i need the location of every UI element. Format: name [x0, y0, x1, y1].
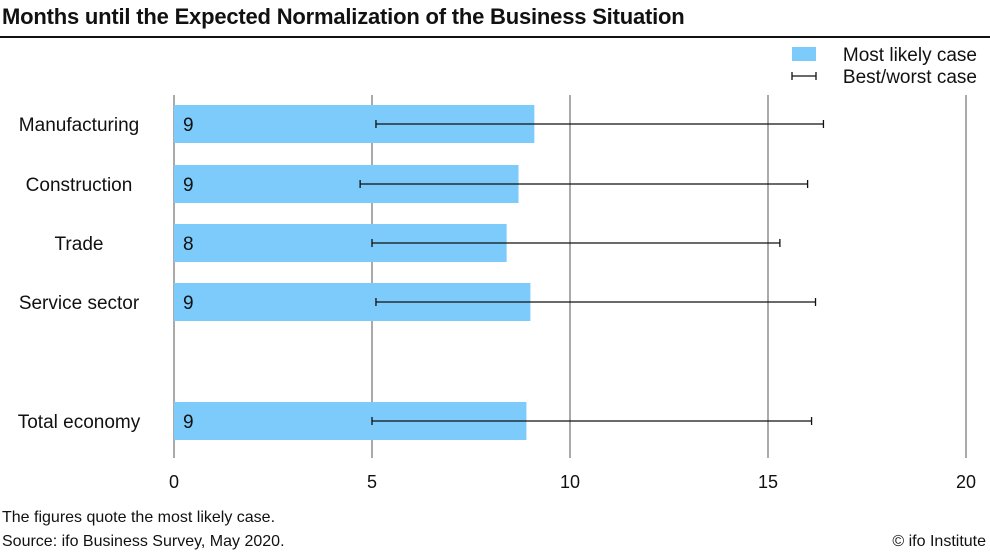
source-note: Source: ifo Business Survey, May 2020.	[2, 533, 285, 550]
copyright-note: © ifo Institute	[892, 533, 986, 550]
x-tick-label: 10	[560, 472, 580, 492]
grid-layer: 0 5 10 15 20	[169, 95, 976, 492]
x-tick-label: 15	[758, 472, 778, 492]
category-label: Construction	[26, 175, 133, 196]
chart-plot: 0 5 10 15 20 9 Manufacturing 9 Construction 8 Tra…	[18, 45, 977, 492]
error-bar-layer	[359, 120, 825, 425]
legend-label-best-worst: Best/worst case	[843, 67, 977, 88]
legend-swatch-most-likely	[792, 47, 816, 61]
category-label: Manufacturing	[19, 115, 139, 136]
x-tick-label: 0	[169, 472, 179, 492]
label-layer: 9 Manufacturing 9 Construction 8 Trade 9 Servic…	[18, 115, 194, 433]
category-label: Total economy	[18, 412, 141, 433]
bar-value-label: 8	[183, 234, 194, 255]
bar-value-label: 9	[183, 412, 194, 433]
legend: Most likely case Best/worst case	[791, 45, 977, 88]
category-label: Service sector	[19, 293, 140, 314]
chart-title: Months until the Expected Normalization …	[2, 4, 685, 29]
legend-label-most-likely: Most likely case	[843, 45, 977, 66]
category-label: Trade	[55, 234, 104, 255]
bar-layer	[174, 105, 535, 440]
bar-value-label: 9	[183, 175, 194, 196]
title-rule	[0, 36, 990, 38]
x-tick-label: 20	[956, 472, 976, 492]
figures-note: The figures quote the most likely case.	[2, 509, 276, 526]
bar-value-label: 9	[183, 115, 194, 136]
bar-value-label: 9	[183, 293, 194, 314]
x-tick-label: 5	[367, 472, 377, 492]
